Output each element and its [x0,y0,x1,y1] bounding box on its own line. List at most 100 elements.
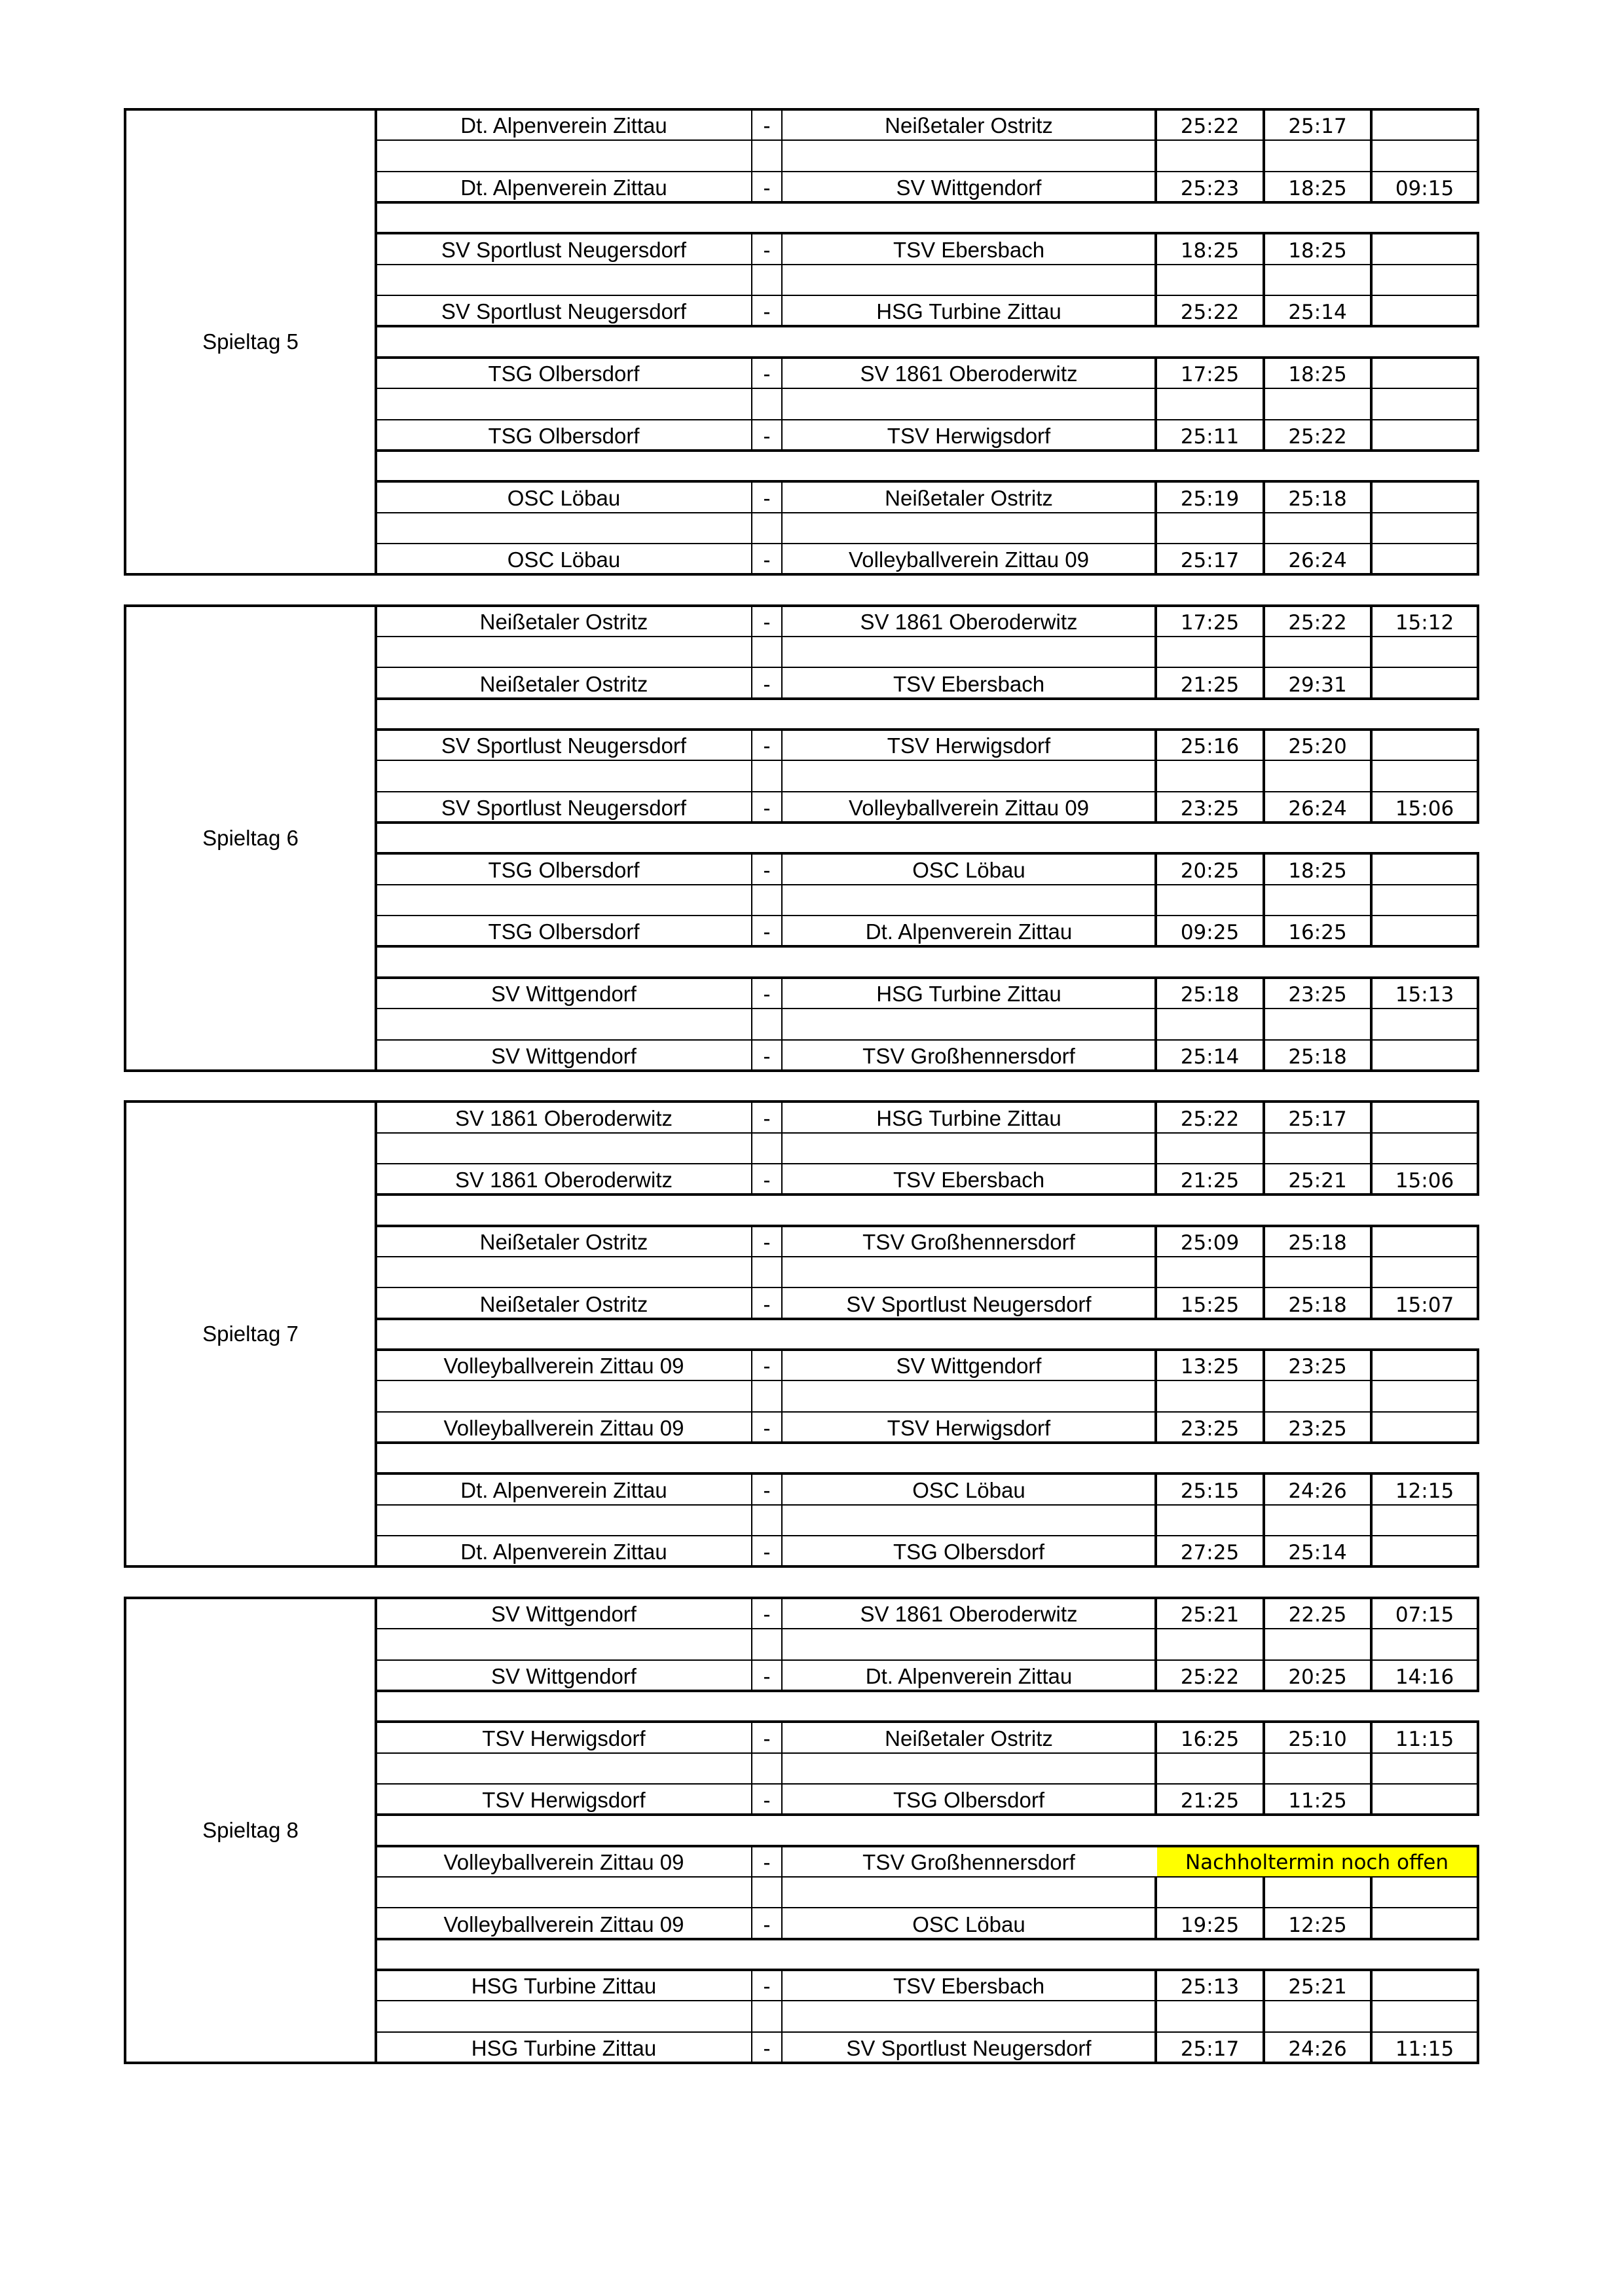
grid-line-v [1477,109,1479,203]
grid-line-h [376,1132,1478,1134]
away-team: Volleyballverein Zittau 09 [849,796,1089,821]
grid-line-h [124,1596,377,1599]
grid-line-v [1370,977,1373,1071]
grid-line-v [124,109,126,575]
set-1-score: 21:25 [1180,1789,1240,1813]
set-3-score [1371,853,1478,884]
grid-line-v [1477,1225,1479,1319]
grid-line-v [1370,1102,1373,1195]
set-3-score: 09:15 [1395,177,1454,201]
grid-line-v [124,605,126,1071]
away-team: TSG Olbersdorf [893,1788,1045,1813]
grid-line-v [1370,730,1373,823]
set-1-score: 25:22 [1180,1107,1240,1131]
away-team: Dt. Alpenverein Zittau [865,1663,1073,1688]
grid-line-v [751,1845,752,1939]
away-team: Volleyballverein Zittau 09 [849,547,1089,572]
away-team: TSV Ebersbach [893,1974,1045,1999]
set-2-score: 25:18 [1288,1045,1347,1069]
home-team: TSV Herwigsdorf [482,1726,646,1750]
separator: - [763,1105,771,1130]
home-team: SV 1861 Oberoderwitz [454,1168,673,1193]
grid-line-h [376,232,1479,235]
set-3-score [1371,916,1478,946]
set-2-score: 23:25 [1288,983,1347,1007]
grid-line-h [376,1008,1478,1010]
separator: - [763,299,771,324]
grid-line-v [375,1102,377,1567]
set-1-score: 27:25 [1180,1541,1240,1565]
grid-line-h [376,170,1478,172]
home-team: Neißetaler Ostritz [479,609,648,634]
grid-line-v [781,853,783,947]
set-2-score: 11:25 [1288,1789,1347,1813]
grid-line-v [1263,481,1265,575]
grid-line-v [1154,481,1157,575]
grid-line-h [376,852,1479,855]
set-2-score: 25:21 [1288,1169,1347,1193]
grid-line-v [751,1970,752,2064]
separator: - [763,176,771,200]
separator: - [763,547,771,572]
separator: - [763,857,771,882]
grid-line-v [781,1845,783,1939]
grid-line-v [1154,109,1157,203]
grid-line-v [1370,1970,1373,2064]
set-3-score [1371,1350,1478,1380]
home-team: SV Sportlust Neugersdorf [441,299,687,324]
separator: - [763,1043,771,1068]
grid-line-h [376,790,1478,792]
away-team: SV 1861 Oberoderwitz [860,361,1078,386]
grid-line-h [376,1752,1478,1754]
set-1-score: 25:09 [1180,1231,1240,1255]
set-1-score: 25:22 [1180,301,1240,325]
home-team: Dt. Alpenverein Zittau [460,1477,667,1502]
set-2-score: 25:21 [1288,1975,1347,1999]
grid-line-v [1263,233,1265,327]
set-1-score: 18:25 [1180,238,1240,263]
home-team: SV Wittgendorf [491,1602,637,1627]
set-2-score: 22.25 [1288,1603,1347,1627]
set-3-score: 15:07 [1395,1293,1454,1317]
grid-line-h [376,1255,1478,1257]
separator: - [763,1229,771,1254]
set-2-score: 26:24 [1288,797,1347,821]
separator: - [763,671,771,696]
away-team: TSV Herwigsdorf [887,1416,1051,1441]
grid-line-h [376,1969,1479,1971]
set-1-score: 16:25 [1180,1727,1240,1751]
home-team: OSC Löbau [507,547,621,572]
away-team: SV Sportlust Neugersdorf [846,2036,1092,2061]
away-team: HSG Turbine Zittau [876,1105,1061,1130]
grid-line-v [1263,1876,1265,1939]
set-1-score: 25:23 [1180,177,1240,201]
grid-line-v [1263,1722,1265,1815]
separator: - [763,2036,771,2061]
grid-line-h [376,1287,1478,1289]
grid-line-v [751,1102,752,1195]
grid-line-v [1477,605,1479,699]
grid-line-v [751,481,752,575]
grid-line-h [376,573,1479,576]
home-team: TSG Olbersdorf [488,857,640,882]
grid-line-h [376,480,1479,483]
grid-line-h [376,1380,1478,1382]
grid-line-h [376,2062,1479,2065]
set-2-score: 20:25 [1288,1665,1347,1689]
grid-line-v [1154,233,1157,327]
matchday-label: Spieltag 5 [202,329,299,354]
grid-line-h [124,108,377,111]
away-team: SV Wittgendorf [896,176,1042,200]
home-team: SV Wittgendorf [491,1663,637,1688]
grid-line-h [376,1100,1479,1103]
home-team: SV Sportlust Neugersdorf [441,237,687,262]
separator: - [763,237,771,262]
grid-line-h [376,604,1479,607]
away-team: TSG Olbersdorf [893,1540,1045,1565]
set-3-score: 12:15 [1395,1479,1454,1503]
separator: - [763,1974,771,1999]
separator: - [763,919,771,944]
set-3-score [1371,667,1478,698]
set-3-score [1371,1102,1478,1132]
grid-line-v [1477,1350,1479,1443]
